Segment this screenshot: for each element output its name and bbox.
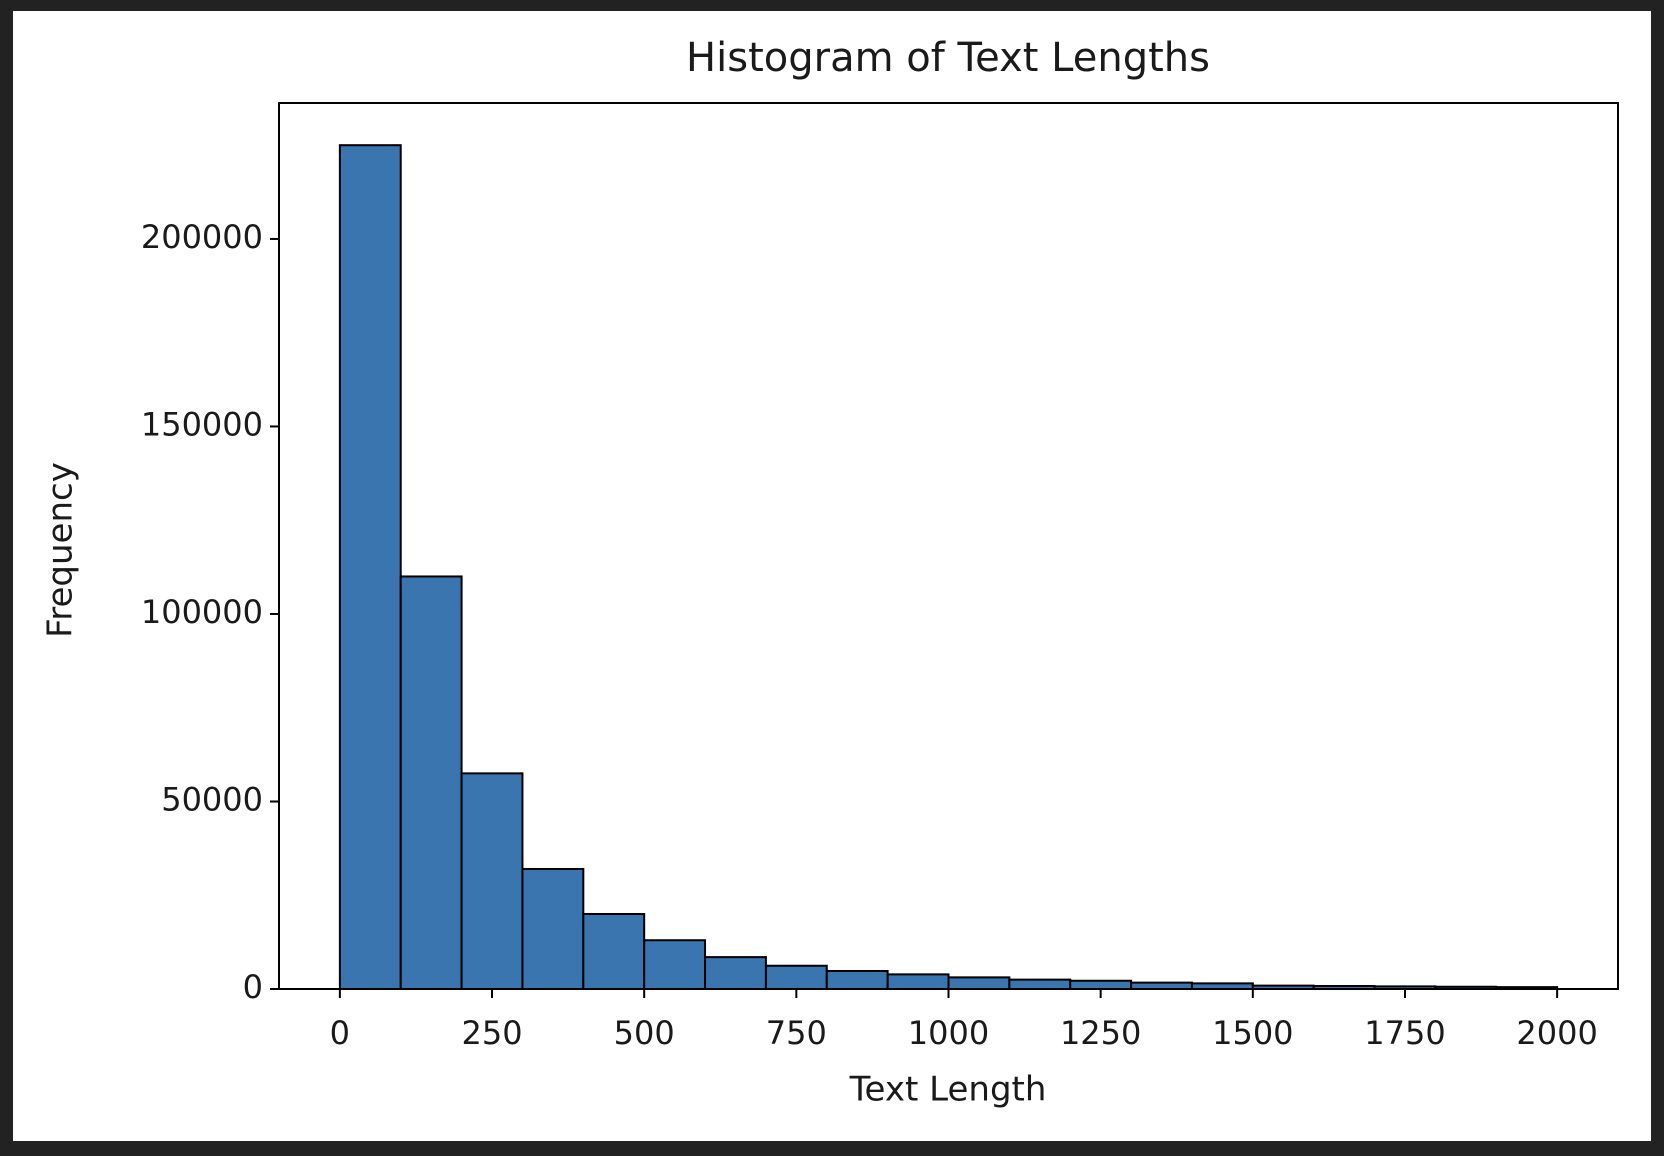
- figure-background: [13, 11, 1651, 1141]
- x-tick-label: 2000: [1516, 1014, 1597, 1052]
- bar: [399, 575, 463, 990]
- bar: [1008, 978, 1072, 990]
- x-tick-label: 1500: [1212, 1014, 1293, 1052]
- bar: [460, 772, 524, 991]
- x-axis-label: Text Length: [849, 1070, 1047, 1110]
- bar: [764, 964, 828, 990]
- bar: [521, 867, 585, 990]
- x-tick-label: 500: [614, 1014, 675, 1052]
- bar: [947, 976, 1011, 991]
- bar: [825, 969, 889, 990]
- bar: [704, 956, 767, 990]
- bar: [1069, 979, 1133, 990]
- y-tick-label: 50000: [161, 780, 263, 818]
- y-axis-label: Frequency: [41, 462, 81, 638]
- y-tick-label: 100000: [141, 593, 263, 631]
- x-tick-label: 1250: [1060, 1014, 1141, 1052]
- x-tick-label: 250: [461, 1014, 522, 1052]
- bar: [582, 912, 646, 990]
- x-tick-label: 0: [330, 1014, 350, 1052]
- bar: [338, 144, 402, 990]
- y-tick-label: 0: [243, 968, 263, 1006]
- y-tick-label: 150000: [141, 405, 263, 443]
- x-tick-label: 1750: [1364, 1014, 1445, 1052]
- x-tick-label: 1000: [908, 1014, 989, 1052]
- chart-title: Histogram of Text Lengths: [686, 35, 1210, 81]
- bar: [886, 973, 950, 990]
- x-tick-label: 750: [766, 1014, 827, 1052]
- bar: [643, 939, 707, 991]
- y-tick-label: 200000: [141, 218, 263, 256]
